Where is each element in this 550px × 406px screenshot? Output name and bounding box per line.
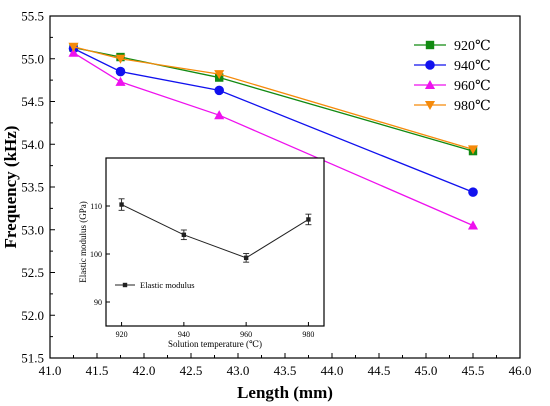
main-x-tick-label: 41.5: [86, 363, 109, 378]
inset-background: [106, 158, 324, 326]
main-legend-label: 960℃: [454, 79, 491, 94]
main-x-tick-label: 41.0: [39, 363, 62, 378]
inset-y-tick-label: 110: [90, 202, 102, 211]
main-y-axis-label: Frequency (kHz): [1, 126, 20, 249]
main-series-3-point: [115, 54, 126, 64]
main-series-2-point: [214, 110, 225, 120]
main-x-tick-label: 45.0: [415, 363, 438, 378]
main-axis-ticks: 41.0 41.5 42.0 42.5 43.0 43.5 44.0 44.5 45.0 45.5…: [21, 9, 531, 379]
inset-y-tick-label: 90: [94, 298, 102, 307]
main-y-tick-label: 52.0: [21, 308, 44, 323]
main-legend-label: 980℃: [454, 99, 491, 114]
main-x-tick-label: 44.5: [368, 363, 391, 378]
main-y-tick-label: 54.5: [21, 94, 44, 109]
main-legend-label: 940℃: [454, 59, 491, 74]
inset-x-tick-label: 940: [178, 330, 190, 339]
main-y-tick-label: 55.0: [21, 51, 44, 66]
main-x-tick-label: 42.5: [180, 363, 203, 378]
main-series-lines: [68, 42, 479, 230]
main-series-line-0: [73, 46, 474, 152]
main-x-tick-label: 43.5: [274, 363, 297, 378]
main-series-line-1: [73, 47, 474, 193]
inset-y-axis-label: Elastic modulus (GPa): [78, 201, 88, 283]
inset-x-tick-label: 960: [240, 330, 252, 339]
inset-series-point: [243, 255, 249, 261]
main-series-2-point: [115, 76, 126, 86]
inset-series-point: [119, 202, 124, 207]
main-x-tick-label: 44.0: [321, 363, 344, 378]
inset-plot-frame: [105, 157, 325, 327]
main-series-line-3: [73, 46, 474, 151]
inset-legend: Elastic modulus: [115, 280, 195, 290]
main-plot: 41.0 41.5 42.0 42.5 43.0 43.5 44.0 44.5 45.0 45.5…: [1, 9, 531, 403]
main-y-tick-label: 53.0: [21, 222, 44, 237]
main-series-2-point: [467, 220, 479, 230]
main-plot-frame: [49, 15, 521, 359]
inset-series-point: [181, 232, 187, 237]
main-y-tick-label: 52.5: [21, 265, 44, 280]
inset-x-tick-label: 980: [302, 330, 314, 339]
main-series-line-2: [73, 52, 474, 227]
main-legend-marker: [425, 40, 435, 50]
inset-axis-ticks: 920 940 960 980 90 100 110: [90, 202, 314, 339]
main-series-1-point: [115, 66, 126, 77]
inset-legend-marker: [122, 282, 128, 288]
main-legend-marker: [425, 60, 435, 70]
main-x-tick-label: 46.0: [509, 363, 532, 378]
main-series-1-point: [214, 85, 224, 96]
main-x-tick-label: 42.0: [133, 363, 156, 378]
main-x-tick-label: 45.5: [462, 363, 485, 378]
main-legend-label: 920℃: [454, 39, 491, 54]
inset-x-tick-label: 920: [116, 330, 128, 339]
main-legend: 920℃ 940℃ 960℃ 980℃: [414, 39, 491, 114]
main-y-tick-label: 54.0: [21, 137, 44, 152]
main-legend-marker: [424, 79, 436, 90]
main-legend-marker: [424, 100, 436, 111]
inset-series-line-path: [121, 204, 309, 259]
inset-y-tick-label: 100: [90, 250, 102, 259]
inset-legend-label: Elastic modulus: [140, 280, 195, 290]
main-series-3-point: [467, 145, 479, 155]
inset-series-point: [306, 217, 311, 222]
inset-plot: 920 940 960 980 90 100 110 Solution temperatur…: [78, 157, 325, 349]
main-y-tick-label: 51.5: [21, 351, 44, 366]
main-series-2-point: [68, 47, 79, 57]
inset-series-line: [118, 198, 312, 263]
main-series-3-point: [68, 42, 79, 52]
main-series-3-point: [214, 70, 225, 80]
inset-x-axis-label: Solution temperature (℃): [168, 339, 262, 349]
main-y-tick-label: 53.5: [21, 180, 44, 195]
main-series-1-point: [468, 187, 478, 197]
main-x-tick-label: 43.0: [227, 363, 250, 378]
main-x-axis-label: Length (mm): [237, 383, 333, 402]
main-y-tick-label: 55.5: [21, 9, 44, 24]
